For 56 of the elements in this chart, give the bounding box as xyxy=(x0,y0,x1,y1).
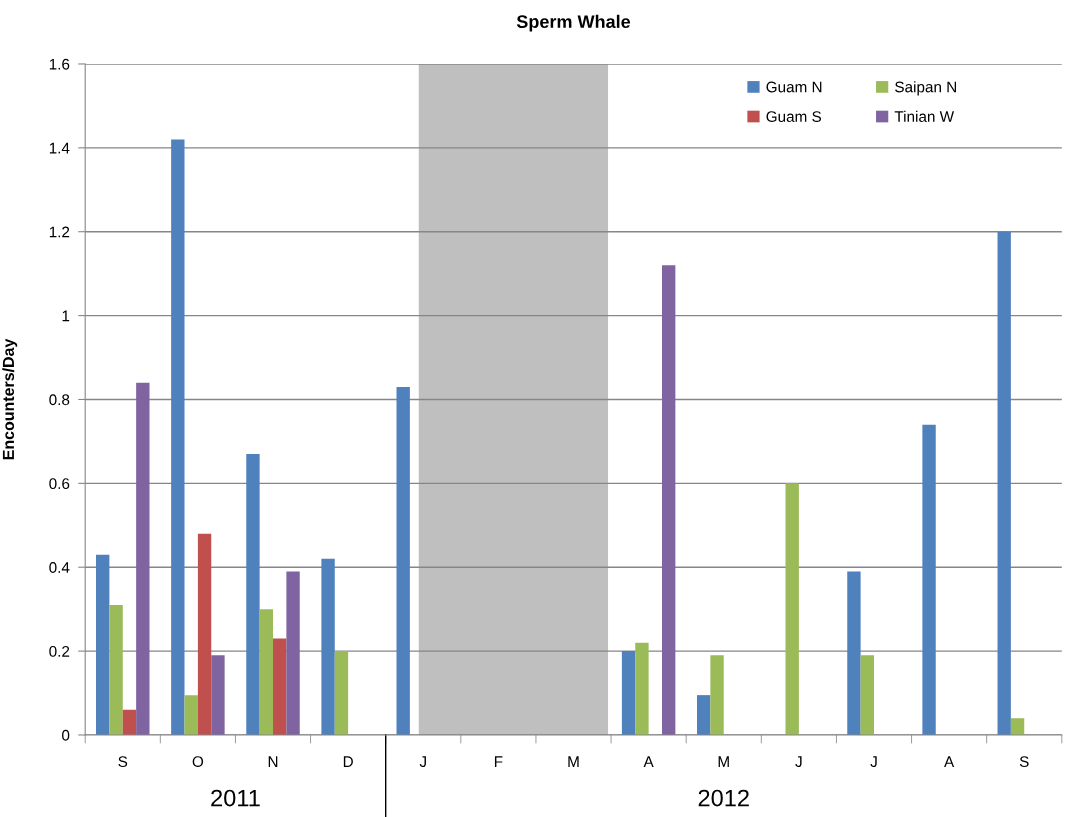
bar xyxy=(184,695,198,735)
bar xyxy=(621,651,636,735)
x-tick-label: A xyxy=(643,756,654,767)
x-tick-label: F xyxy=(494,756,503,767)
y-tick-label: 0 xyxy=(62,729,70,741)
bar xyxy=(211,655,225,735)
bar xyxy=(136,382,150,735)
legend-label: Guam N xyxy=(766,81,822,93)
x-tick-label: J xyxy=(870,756,877,768)
x-tick-label: J xyxy=(419,756,426,768)
bar xyxy=(922,424,936,735)
y-tick-label: 1.6 xyxy=(49,58,70,70)
x-tick-label: S xyxy=(118,756,128,768)
bar xyxy=(171,139,185,735)
x-tick-label: A xyxy=(944,756,955,767)
x-tick-label: J xyxy=(795,756,802,768)
y-axis-title: Encounters/Day xyxy=(2,338,18,460)
bar xyxy=(662,265,676,735)
bar xyxy=(697,695,711,735)
bar xyxy=(122,709,137,735)
y-tick-label: 1.4 xyxy=(49,142,70,154)
text: 2012 xyxy=(698,789,749,807)
bar xyxy=(96,554,110,735)
bar xyxy=(847,571,861,735)
chart-title: Sperm Whale xyxy=(516,14,631,32)
legend-label: Tinian W xyxy=(894,110,955,122)
x-tick-label: N xyxy=(268,756,278,767)
y-tick-label: 0.6 xyxy=(49,478,70,490)
x-tick-label: O xyxy=(192,756,204,768)
bar xyxy=(785,483,799,735)
y-tick-label: 1.2 xyxy=(49,226,70,238)
y-tick-label: 1 xyxy=(62,310,70,322)
legend-label: Saipan N xyxy=(895,81,956,96)
bar xyxy=(1010,718,1025,735)
x-tick-label: D xyxy=(343,756,353,767)
bar xyxy=(321,558,335,735)
bar xyxy=(259,609,274,735)
x-tick-label: S xyxy=(1019,756,1029,768)
text: 2011 xyxy=(211,789,260,807)
bar xyxy=(334,651,349,735)
bar xyxy=(860,655,874,735)
bar xyxy=(197,533,212,735)
y-tick-label: 0.8 xyxy=(49,394,70,406)
bar xyxy=(286,571,300,735)
y-tick-label: 0.4 xyxy=(49,562,70,573)
bar xyxy=(635,642,649,735)
bar xyxy=(396,386,410,735)
x-tick-label: M xyxy=(568,756,579,767)
bar xyxy=(273,638,287,735)
legend-label: Guam S xyxy=(766,111,822,122)
x-tick-label: M xyxy=(718,756,729,767)
bar xyxy=(109,604,123,735)
bar xyxy=(710,655,724,735)
bar xyxy=(997,231,1011,735)
y-tick-label: 0.2 xyxy=(49,645,70,657)
bar xyxy=(246,453,260,735)
